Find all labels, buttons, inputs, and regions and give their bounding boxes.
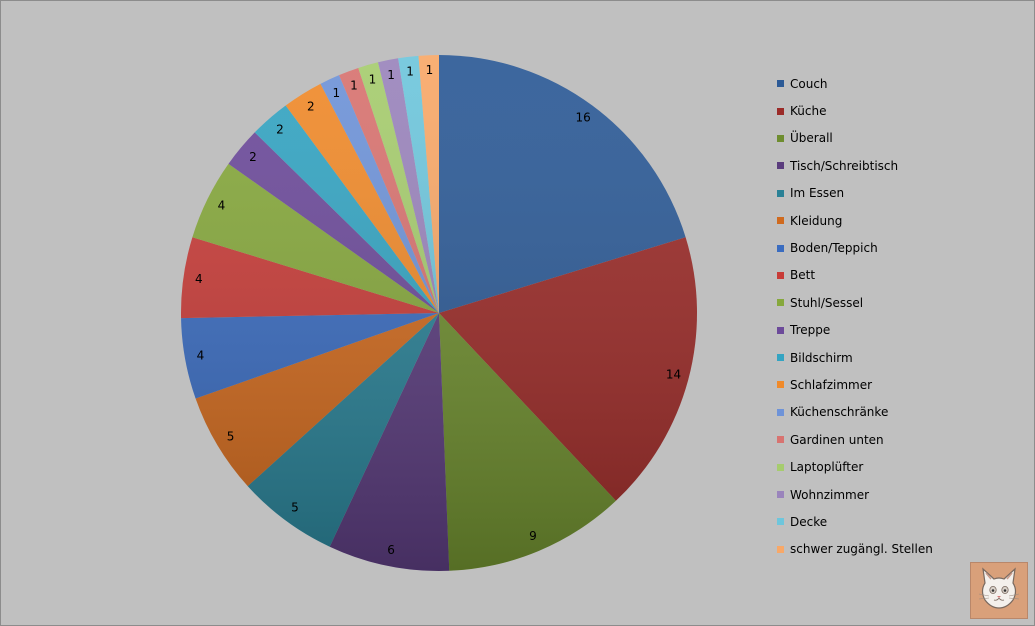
- data-label-schwer-zugaengl-stellen: 1: [426, 63, 434, 77]
- legend-swatch: [777, 299, 784, 307]
- legend-swatch: [777, 491, 784, 499]
- legend-swatch: [777, 381, 784, 389]
- legend-label: Küche: [790, 104, 827, 119]
- data-label-schlafzimmer: 2: [307, 100, 315, 114]
- legend-label: Bildschirm: [790, 350, 853, 365]
- data-label-treppe: 2: [249, 150, 257, 164]
- data-label-decke: 1: [406, 65, 414, 79]
- data-label-wohnzimmer: 1: [387, 68, 395, 82]
- data-label-tisch-schreibtisch: 6: [387, 543, 395, 557]
- data-label-stuhl-sessel: 4: [218, 198, 226, 212]
- legend-item-decke: Decke: [777, 508, 933, 535]
- legend-label: Couch: [790, 76, 828, 91]
- legend-swatch: [777, 80, 784, 88]
- legend-label: schwer zugängl. Stellen: [790, 542, 933, 557]
- legend-item-treppe: Treppe: [777, 317, 933, 344]
- legend-label: Laptoplüfter: [790, 460, 864, 475]
- legend-item-boden-teppich: Boden/Teppich: [777, 234, 933, 261]
- legend-swatch: [777, 436, 784, 444]
- legend-label: Überall: [790, 131, 833, 146]
- legend-swatch: [777, 326, 784, 334]
- legend-swatch: [777, 545, 784, 553]
- legend-label: Tisch/Schreibtisch: [790, 158, 899, 173]
- legend-swatch: [777, 408, 784, 416]
- legend-swatch: [777, 217, 784, 225]
- legend-item-tisch-schreibtisch: Tisch/Schreibtisch: [777, 152, 933, 179]
- data-label-couch: 16: [575, 110, 590, 124]
- legend-label: Boden/Teppich: [790, 241, 878, 256]
- legend-label: Schlafzimmer: [790, 377, 873, 392]
- legend-swatch: [777, 107, 784, 115]
- legend-label: Stuhl/Sessel: [790, 295, 864, 310]
- data-label-kuechenschraenke: 1: [332, 86, 340, 100]
- legend: Couch Küche Überall Tisch/Schreibtisch Im Es…: [777, 70, 933, 563]
- legend-label: Wohnzimmer: [790, 487, 870, 502]
- legend-item-couch: Couch: [777, 70, 933, 97]
- legend-label: Treppe: [790, 323, 831, 338]
- legend-label: Decke: [790, 514, 828, 529]
- legend-item-stuhl-sessel: Stuhl/Sessel: [777, 289, 933, 316]
- legend-label: Küchenschränke: [790, 405, 889, 420]
- legend-swatch: [777, 244, 784, 252]
- data-label-kleidung: 5: [227, 430, 235, 444]
- legend-swatch: [777, 518, 784, 526]
- data-label-im-essen: 5: [291, 501, 299, 515]
- data-label-laptopluefter: 1: [369, 72, 377, 86]
- legend-label: Gardinen unten: [790, 432, 884, 447]
- data-label-gardinen-unten: 1: [350, 78, 358, 92]
- legend-item-schlafzimmer: Schlafzimmer: [777, 371, 933, 398]
- data-label-kueche: 14: [666, 368, 681, 382]
- legend-item-bett: Bett: [777, 262, 933, 289]
- legend-item-gardinen-unten: Gardinen unten: [777, 426, 933, 453]
- legend-item-ueberall: Überall: [777, 125, 933, 152]
- data-label-bildschirm: 2: [276, 123, 284, 137]
- legend-swatch: [777, 134, 784, 142]
- legend-swatch: [777, 189, 784, 197]
- data-label-boden-teppich: 4: [197, 349, 205, 363]
- legend-item-kleidung: Kleidung: [777, 207, 933, 234]
- legend-label: Bett: [790, 268, 816, 283]
- legend-item-schwer-zugaengl-stellen: schwer zugängl. Stellen: [777, 536, 933, 563]
- legend-item-wohnzimmer: Wohnzimmer: [777, 481, 933, 508]
- legend-item-kueche: Küche: [777, 97, 933, 124]
- legend-item-laptopluefter: Laptoplüfter: [777, 453, 933, 480]
- legend-swatch: [777, 162, 784, 170]
- legend-label: Im Essen: [790, 186, 845, 201]
- legend-swatch: [777, 271, 784, 279]
- legend-item-im-essen: Im Essen: [777, 180, 933, 207]
- legend-item-bildschirm: Bildschirm: [777, 344, 933, 371]
- legend-swatch: [777, 463, 784, 471]
- legend-label: Kleidung: [790, 213, 843, 228]
- data-label-ueberall: 9: [529, 529, 537, 543]
- cat-face-icon: [970, 562, 1028, 619]
- legend-item-kuechenschraenke: Küchenschränke: [777, 399, 933, 426]
- data-label-bett: 4: [195, 272, 203, 286]
- legend-swatch: [777, 354, 784, 362]
